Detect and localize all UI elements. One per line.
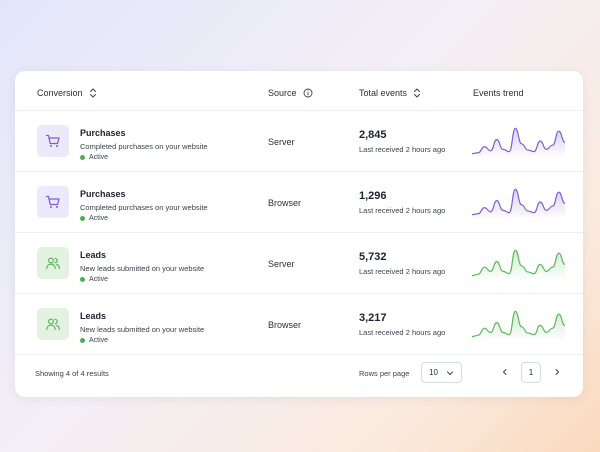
chevron-right-icon [555,369,559,375]
conversion-icon-box [37,125,69,157]
conversion-title: Leads [80,311,107,321]
conversion-title: Leads [80,250,107,260]
results-count-text: Showing 4 of 4 results [35,369,109,378]
rows-per-page-label: Rows per page [359,369,410,378]
total-events-value: 2,845 [359,129,387,141]
next-page-button[interactable] [551,366,563,378]
column-header-source-label: Source [268,88,297,98]
status-label: Active [89,215,109,222]
source-value: Server [268,137,295,147]
table-row[interactable]: Purchases Completed purchases on your we… [15,111,583,172]
column-header-events-trend-label: Events trend [473,88,524,98]
column-header-source: Source [268,88,313,98]
status-dot-icon [80,277,85,282]
status-badge: Active [80,215,108,222]
source-value: Browser [268,320,302,330]
status-label: Active [89,154,109,161]
column-header-conversion[interactable]: Conversion [37,88,97,98]
events-trend-sparkline [472,310,565,340]
conversion-description: Completed purchases on your website [80,203,208,212]
sparkline-area [472,189,565,218]
last-received-text: Last received 2 hours ago [359,145,446,154]
column-header-total-events-label: Total events [359,88,408,98]
last-received-text: Last received 2 hours ago [359,206,446,215]
events-trend-sparkline [472,249,565,279]
sparkline-area [472,250,565,279]
sparkline-area [472,128,565,157]
sparkline-line [472,188,565,216]
status-dot-icon [80,155,85,160]
status-dot-icon [80,338,85,343]
events-trend-sparkline [472,188,565,218]
conversion-icon-box [37,247,69,279]
status-label: Active [89,337,109,344]
table-row[interactable]: Leads New leads submitted on your websit… [15,233,583,294]
last-received-text: Last received 2 hours ago [359,328,446,337]
status-label: Active [89,276,109,283]
conversion-icon-box [37,186,69,218]
chevron-down-icon [446,369,454,379]
total-events-value: 5,732 [359,251,387,263]
cart-icon [45,195,60,208]
conversion-description: New leads submitted on your website [80,264,205,273]
sparkline-area [472,311,565,340]
table-row[interactable]: Purchases Completed purchases on your we… [15,172,583,233]
sort-icon[interactable] [413,88,421,98]
events-trend-sparkline [472,127,565,157]
sparkline-line [472,310,565,338]
conversion-title: Purchases [80,128,126,138]
conversion-title: Purchases [80,189,126,199]
source-value: Browser [268,198,302,208]
total-events-value: 1,296 [359,190,387,202]
cart-icon [45,134,60,147]
table-footer: Showing 4 of 4 results Rows per page 10 … [15,355,583,397]
status-badge: Active [80,276,108,283]
users-icon [46,318,60,331]
sort-icon[interactable] [89,88,97,98]
sparkline-line [472,127,565,155]
conversions-table-card: Conversion Source Total events Events tr… [15,71,583,397]
previous-page-button[interactable] [499,366,511,378]
column-header-total-events[interactable]: Total events [359,88,421,98]
status-badge: Active [80,154,108,161]
users-icon [46,257,60,270]
status-badge: Active [80,337,108,344]
page-number-button[interactable]: 1 [521,362,541,383]
rows-per-page-select[interactable]: 10 [421,362,462,383]
info-icon[interactable] [303,88,313,98]
sparkline-line [472,249,565,277]
column-header-events-trend: Events trend [473,88,524,98]
source-value: Server [268,259,295,269]
conversion-description: New leads submitted on your website [80,325,205,334]
last-received-text: Last received 2 hours ago [359,267,446,276]
rows-per-page-value: 10 [429,368,438,377]
conversion-icon-box [37,308,69,340]
status-dot-icon [80,216,85,221]
table-header: Conversion Source Total events Events tr… [15,71,583,111]
table-row[interactable]: Leads New leads submitted on your websit… [15,294,583,355]
total-events-value: 3,217 [359,312,387,324]
conversion-description: Completed purchases on your website [80,142,208,151]
chevron-left-icon [503,369,507,375]
column-header-conversion-label: Conversion [37,88,83,98]
